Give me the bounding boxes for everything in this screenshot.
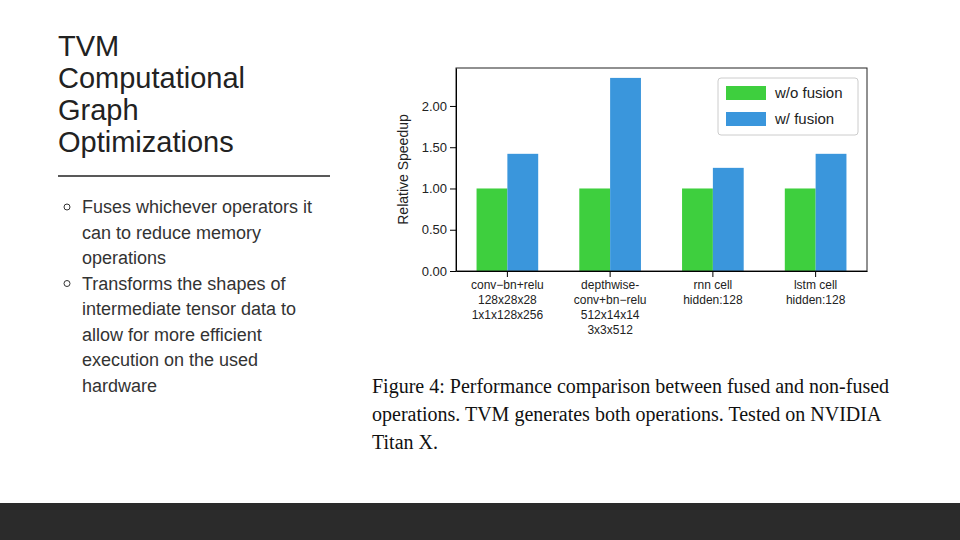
footer-bar (0, 503, 960, 540)
x-tick-label-line: lstm cell (794, 278, 837, 292)
text-line: hardware (82, 376, 157, 396)
bullet-text: Fuses whichever operators it can to reduc… (82, 197, 312, 268)
y-tick: 0.50 (422, 222, 456, 237)
bar (816, 154, 847, 271)
x-axis-line (457, 271, 868, 272)
x-tick: rnn cellhidden:128 (683, 271, 743, 307)
bar (682, 188, 713, 271)
x-tick-label-line: hidden:128 (786, 293, 846, 307)
x-tick-label: lstm cellhidden:128 (786, 278, 846, 307)
x-tick-label-line: 512x14x14 (581, 308, 640, 322)
slide-title: TVMComputationalGraphOptimizations (58, 30, 245, 158)
x-tick-label-line: conv+bn−relu (574, 293, 647, 307)
text-line: Fuses whichever operators it (82, 197, 312, 217)
x-tick-label: conv−bn+relu128x28x281x1x128x256 (471, 278, 544, 322)
y-tick: 2.00 (422, 99, 456, 114)
y-tick-mark (450, 230, 456, 231)
y-tick-mark (450, 271, 456, 272)
title-rule (58, 175, 330, 177)
x-tick-label-line: 1x1x128x256 (472, 308, 544, 322)
y-tick: 1.50 (422, 140, 456, 155)
text-line: Figure 4: Performance comparison between… (372, 375, 889, 398)
text-line: can to reduce memory (82, 223, 261, 243)
legend-label: w/o fusion (774, 84, 843, 101)
bullet-text: Transforms the shapes of intermediate ten… (82, 274, 296, 396)
background (0, 0, 960, 540)
legend-swatch (726, 112, 766, 126)
x-tick-mark (507, 271, 508, 277)
bar (713, 168, 744, 271)
x-tick: conv−bn+relu128x28x281x1x128x256 (471, 271, 544, 322)
slide: TVMComputationalGraphOptimizations Fuses … (0, 0, 960, 540)
y-tick-label: 2.00 (422, 99, 447, 114)
bullet-marker (64, 281, 70, 287)
bar (785, 188, 816, 271)
title-line: TVM (58, 30, 119, 62)
y-tick-mark (450, 147, 456, 148)
text-line: intermediate tensor data to (82, 299, 296, 319)
x-tick-label-line: conv−bn+relu (471, 278, 544, 292)
text-line: operations. TVM generates both operation… (372, 403, 882, 426)
x-tick-label-line: 128x28x28 (478, 293, 537, 307)
x-axis: conv−bn+relu128x28x281x1x128x256 depthwis… (457, 271, 868, 337)
bar (610, 78, 641, 271)
figure-caption: Figure 4: Performance comparison between… (372, 375, 889, 453)
bar (477, 188, 508, 271)
chart: 0.00 0.50 1.00 1.50 2.00 conv−bn+relu128x28x2… (422, 68, 868, 337)
legend-label: w/ fusion (774, 110, 834, 127)
legend-swatch (726, 86, 766, 100)
x-tick-label-line: 3x3x512 (587, 323, 633, 337)
x-tick-mark (610, 271, 611, 277)
x-tick-label-line: rnn cell (694, 278, 733, 292)
x-tick-label-line: hidden:128 (683, 293, 743, 307)
legend-box (718, 78, 858, 135)
bullet-marker (64, 204, 70, 210)
x-tick-label: rnn cellhidden:128 (683, 278, 743, 307)
text-line: operations (82, 248, 166, 268)
y-axis-line (456, 69, 457, 272)
x-tick-mark (815, 271, 816, 277)
y-axis: 0.00 0.50 1.00 1.50 2.00 (422, 69, 457, 279)
title-line: Optimizations (58, 126, 234, 158)
y-axis-title: Relative Speedup (395, 114, 411, 225)
legend: w/o fusion w/ fusion (718, 78, 858, 135)
x-tick-label: depthwise-conv+bn−relu512x14x143x3x512 (574, 278, 647, 337)
bar (579, 188, 610, 271)
y-tick-label: 0.50 (422, 222, 447, 237)
y-tick-label: 1.00 (422, 181, 447, 196)
y-tick-label: 1.50 (422, 140, 447, 155)
text-line: Transforms the shapes of (82, 274, 286, 294)
x-tick: lstm cellhidden:128 (786, 271, 846, 307)
y-tick-mark (450, 188, 456, 189)
title-line: Computational (58, 62, 245, 94)
bar (507, 154, 538, 271)
x-tick-label-line: depthwise- (581, 278, 639, 292)
y-tick: 1.00 (422, 181, 456, 196)
plot-frame (456, 68, 867, 271)
title-line: Graph (58, 94, 139, 126)
y-tick: 0.00 (422, 264, 456, 279)
text-line: execution on the used (82, 350, 258, 370)
x-tick: depthwise-conv+bn−relu512x14x143x3x512 (574, 271, 647, 337)
text-line: Titan X. (372, 431, 438, 453)
text-line: allow for more efficient (82, 325, 262, 345)
x-tick-mark (712, 271, 713, 277)
y-tick-mark (450, 106, 456, 107)
y-tick-label: 0.00 (422, 264, 447, 279)
